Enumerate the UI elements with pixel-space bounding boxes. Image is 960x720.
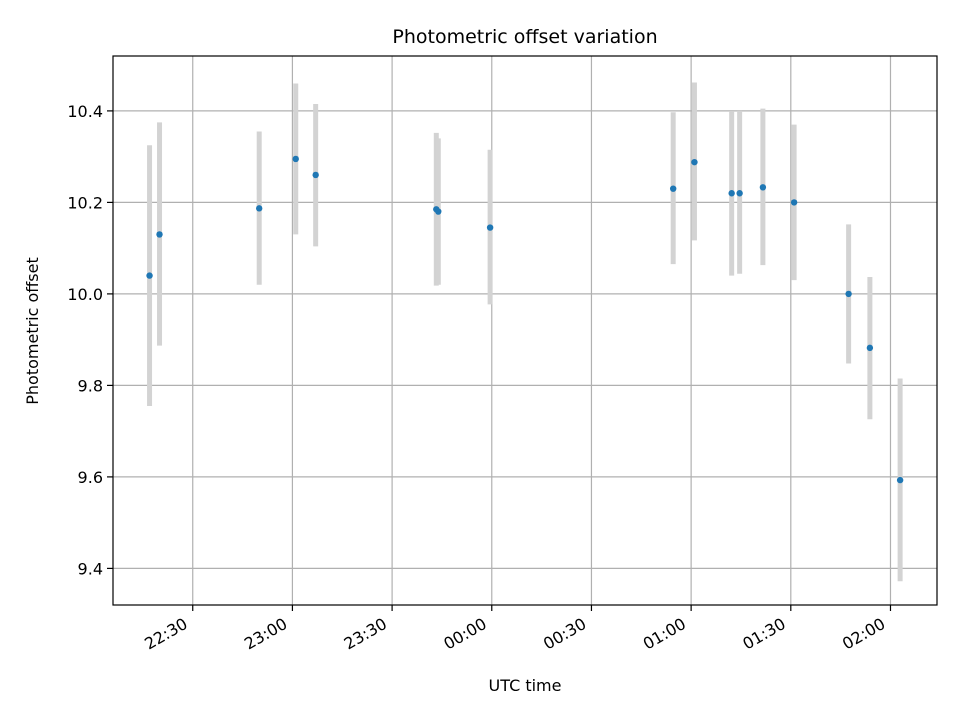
y-axis-ticks: 9.4 9.6 9.8 10.0 10.2 10.4	[67, 102, 113, 578]
data-point	[728, 190, 735, 197]
y-tick-label: 9.6	[78, 468, 103, 487]
data-point	[845, 290, 852, 298]
x-axis-label: UTC time	[489, 676, 562, 695]
data-point	[156, 231, 163, 238]
y-tick-label: 10.2	[67, 193, 103, 212]
data-point	[896, 476, 904, 484]
y-tick-label: 9.4	[78, 559, 103, 578]
data-point	[486, 224, 494, 231]
data-point	[691, 158, 698, 166]
data-points	[146, 155, 904, 484]
data-point	[435, 208, 442, 215]
y-tick-label: 9.8	[78, 376, 103, 395]
y-tick-label: 10.0	[67, 285, 103, 304]
plot-frame	[112, 55, 938, 606]
data-point	[312, 171, 319, 179]
y-axis-label: Photometric offset	[23, 257, 42, 405]
grid-lines	[113, 56, 937, 605]
data-point	[255, 205, 263, 212]
data-point	[669, 185, 677, 192]
data-point	[736, 190, 743, 197]
chart-title: Photometric offset variation	[392, 26, 657, 48]
data-point	[790, 199, 798, 206]
y-tick-label: 10.4	[67, 102, 103, 121]
data-point	[759, 184, 767, 191]
data-point	[866, 344, 874, 352]
data-point	[292, 155, 299, 163]
data-point	[146, 272, 153, 279]
